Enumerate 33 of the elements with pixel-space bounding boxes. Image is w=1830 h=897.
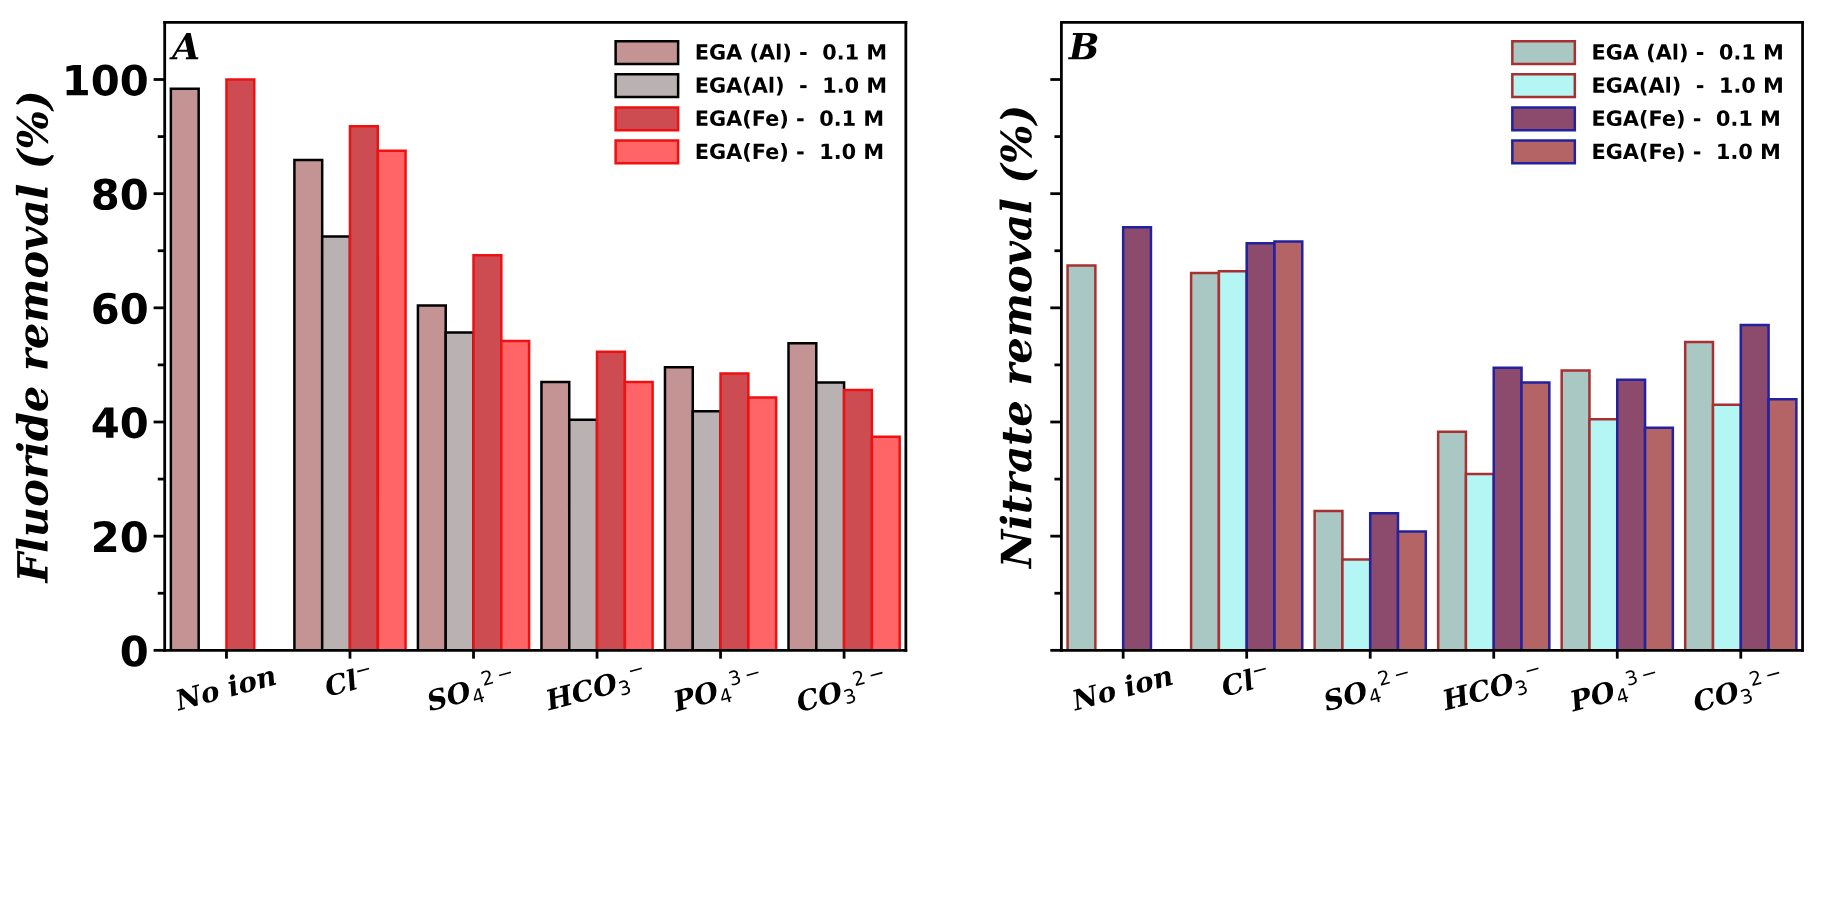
x-tick-label: Cl$^{−}$ — [323, 664, 374, 697]
y-tick-label: 80 — [93, 178, 147, 211]
bar — [1121, 226, 1153, 651]
y-tick-label: 0 — [121, 635, 147, 667]
legend-label: EGA (Al) - 0.1 M — [696, 43, 886, 63]
legend-label: EGA(Fe) - 1.0 M — [696, 143, 883, 162]
x-tick-label: Cl$^{−}$ — [1219, 664, 1271, 697]
legend-label: EGA(Fe) - 0.1 M — [1593, 109, 1779, 129]
legend-label: EGA(Al) - 1.0 M — [696, 76, 886, 96]
x-tick-label: No ion — [1069, 663, 1174, 712]
legend-label: EGA(Al) - 1.0 M — [1593, 76, 1782, 96]
x-tick-label: HCO$_{3}$$^{−}$ — [1439, 664, 1545, 716]
x-tick-label: PO$_{4}$$^{3−}$ — [669, 664, 764, 717]
annotation: B — [1067, 32, 1098, 60]
y-tick-label: 40 — [92, 406, 147, 439]
y-tick-label: 100 — [66, 64, 147, 96]
bar — [225, 78, 256, 651]
legend-label: EGA(Fe) - 1.0 M — [1593, 143, 1779, 162]
x-tick-label: CO$_{3}$$^{2−}$ — [793, 664, 889, 717]
legend-label: EGA(Fe) - 0.1 M — [696, 109, 883, 129]
bar — [1066, 264, 1097, 651]
x-tick-label: SO$_{4}$$^{2−}$ — [1320, 664, 1414, 716]
x-tick-label: CO$_{3}$$^{2−}$ — [1690, 664, 1785, 717]
y-tick-label: 60 — [93, 292, 147, 325]
x-tick-label: PO$_{4}$$^{3−}$ — [1566, 664, 1661, 717]
y-axis-title: Fluoride removal (%) — [15, 93, 55, 584]
x-tick-label: No ion — [172, 663, 277, 712]
y-axis-title: Nitrate removal (%) — [999, 108, 1038, 570]
x-tick-label: SO$_{4}$$^{2−}$ — [423, 664, 517, 716]
y-tick-label: 20 — [94, 521, 147, 553]
legend-label: EGA (Al) - 0.1 M — [1593, 43, 1782, 63]
x-tick-label: HCO$_{3}$$^{−}$ — [543, 664, 648, 716]
annotation: A — [169, 32, 199, 60]
